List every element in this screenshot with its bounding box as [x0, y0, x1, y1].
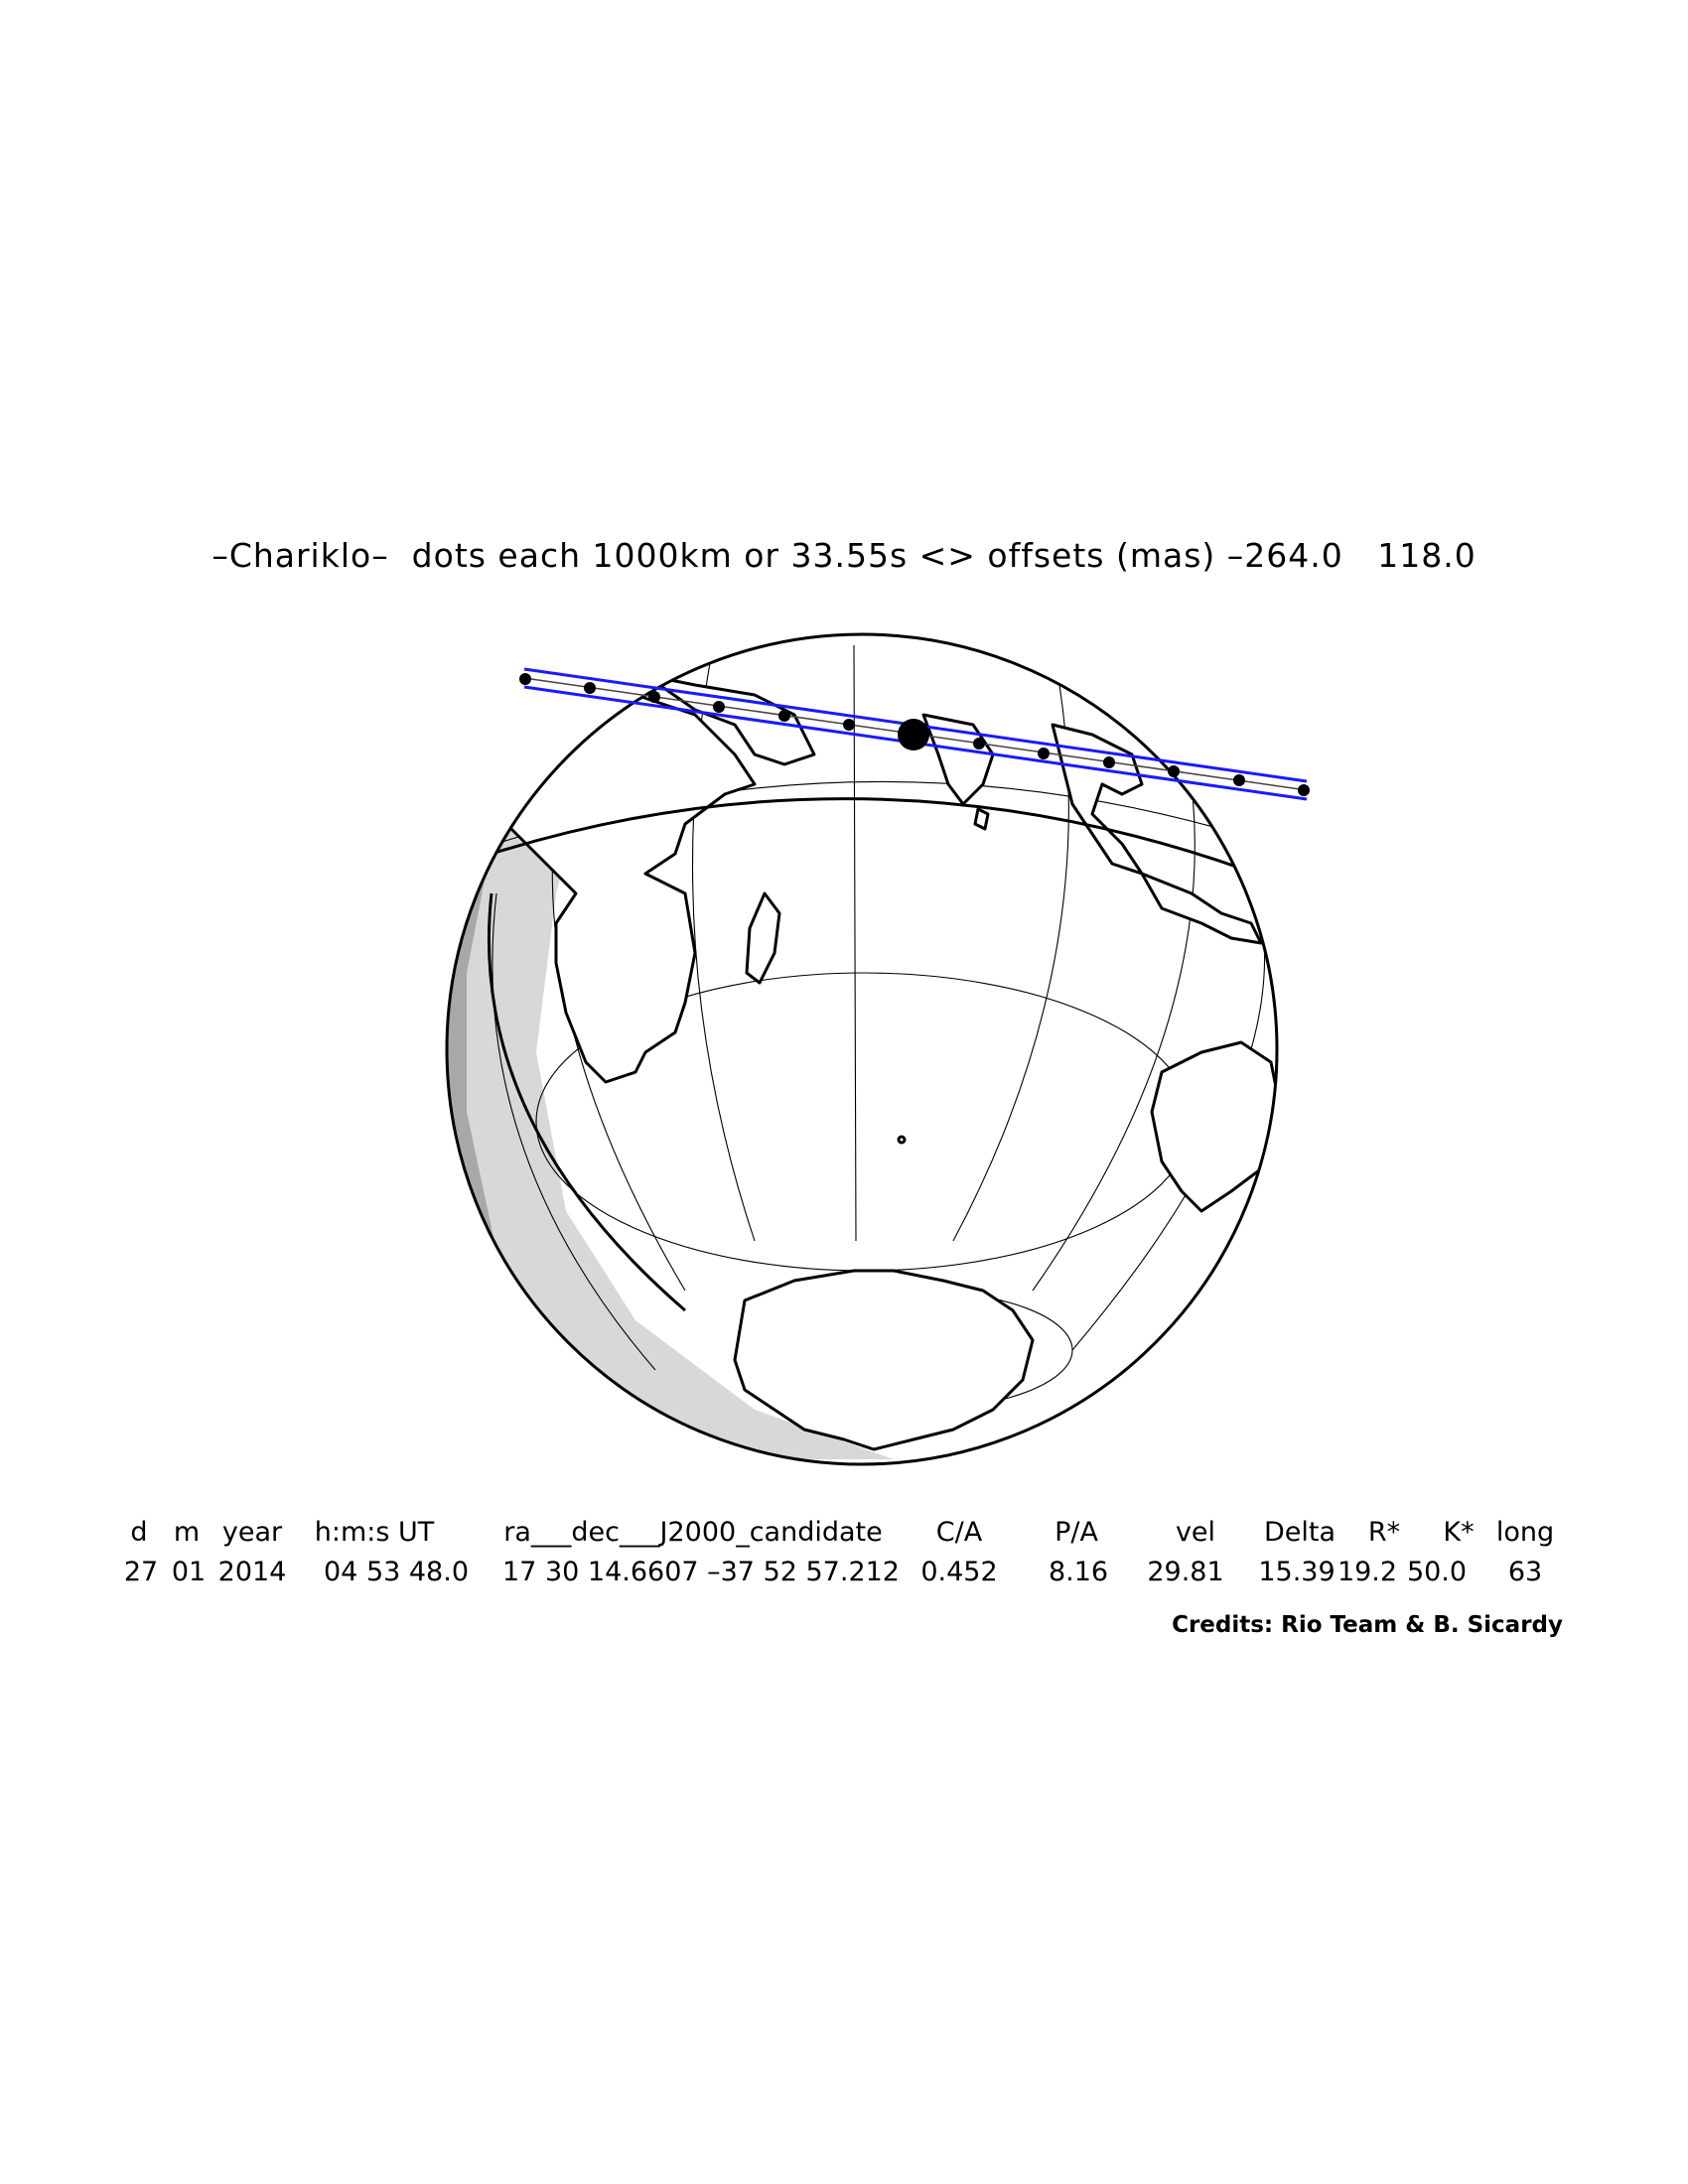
- terminator-line: [491, 797, 1257, 876]
- value-coordinates: 17 30 14.6607 –37 52 57.212: [502, 1557, 900, 1587]
- twilight-light-region: [447, 745, 894, 1459]
- header-rstar: R*: [1367, 1517, 1401, 1548]
- time-dot: [713, 701, 725, 713]
- table-value-row: 27 01 2014 04 53 48.0 17 30 14.6607 –37 …: [0, 1557, 1688, 1590]
- time-dot: [519, 673, 531, 685]
- madagascar: [745, 891, 781, 985]
- header-vel: vel: [1175, 1517, 1216, 1548]
- time-dot: [584, 682, 596, 694]
- time-dot: [778, 710, 790, 722]
- header-coordinates: ra___dec___J2000_candidate: [503, 1517, 883, 1548]
- value-kstar: 50.0: [1406, 1557, 1468, 1587]
- time-dot: [1298, 784, 1310, 796]
- table-header-row: d m year h:m:s UT ra___dec___J2000_candi…: [0, 1517, 1688, 1551]
- header-long: long: [1495, 1517, 1555, 1548]
- time-dot: [648, 691, 660, 703]
- central-time-dot: [898, 719, 929, 751]
- value-pa: 8.16: [1048, 1557, 1109, 1587]
- globe-outline: [445, 632, 1279, 1466]
- header-pa: P/A: [1055, 1517, 1098, 1548]
- header-kstar: K*: [1443, 1517, 1475, 1548]
- value-ca: 0.452: [920, 1557, 998, 1587]
- occultation-path: [519, 667, 1310, 801]
- value-long: 63: [1507, 1557, 1543, 1587]
- arabia-asia: [643, 673, 816, 766]
- header-time: h:m:s UT: [314, 1517, 435, 1548]
- longitude-line: [1032, 724, 1196, 1292]
- time-dot: [1233, 774, 1245, 786]
- value-time: 04 53 48.0: [324, 1557, 469, 1587]
- header-delta: Delta: [1263, 1517, 1336, 1548]
- antarctica: [733, 1269, 1035, 1451]
- value-day: 27: [123, 1557, 159, 1587]
- value-rstar: 19.2: [1336, 1557, 1398, 1587]
- credits-text: Credits: Rio Team & B. Sicardy: [1172, 1612, 1563, 1638]
- longitude-line: [492, 892, 656, 1371]
- terminator-limb: [488, 892, 686, 1312]
- map-title: –Chariklo– dots each 1000km or 33.55s <>…: [211, 536, 1477, 575]
- sri-lanka: [973, 807, 990, 831]
- header-month: m: [173, 1517, 201, 1548]
- time-dot: [1038, 748, 1050, 759]
- time-dot: [843, 719, 855, 731]
- kerguelen-island: [897, 1135, 907, 1145]
- time-dot: [1103, 756, 1115, 768]
- header-year: year: [221, 1517, 283, 1548]
- continents: [494, 673, 1277, 1451]
- value-year: 2014: [217, 1557, 287, 1587]
- indonesia: [1140, 872, 1263, 945]
- longitude-line: [853, 644, 857, 1242]
- header-ca: C/A: [935, 1517, 983, 1548]
- value-vel: 29.81: [1147, 1557, 1224, 1587]
- value-month: 01: [171, 1557, 207, 1587]
- header-day: d: [130, 1517, 148, 1548]
- time-dot: [1168, 765, 1180, 777]
- value-delta: 15.39: [1258, 1557, 1336, 1587]
- time-dot: [973, 738, 985, 750]
- australia: [1150, 1040, 1277, 1213]
